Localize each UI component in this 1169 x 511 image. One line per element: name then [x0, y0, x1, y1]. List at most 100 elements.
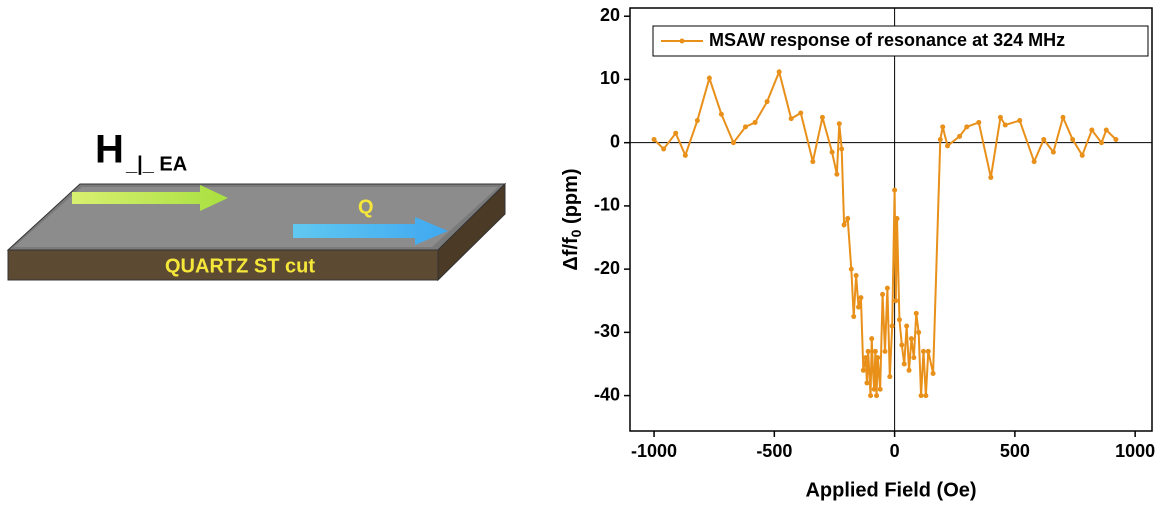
data-point — [841, 222, 847, 228]
data-point — [798, 110, 804, 116]
legend-marker — [679, 38, 685, 44]
data-point — [925, 348, 931, 354]
data-point — [651, 137, 657, 143]
data-point — [1098, 140, 1104, 146]
data-point — [894, 216, 900, 222]
data-point — [930, 370, 936, 376]
data-point — [810, 159, 816, 165]
data-point — [730, 140, 736, 146]
data-point — [682, 152, 688, 158]
data-point — [899, 342, 905, 348]
data-point — [869, 336, 875, 342]
data-point — [908, 336, 914, 342]
data-point — [892, 187, 898, 193]
x-tick-label: 500 — [1000, 441, 1030, 461]
data-point — [877, 386, 883, 392]
data-point — [874, 393, 880, 399]
x-tick-label: -500 — [756, 441, 792, 461]
data-point — [851, 314, 857, 320]
data-point — [834, 171, 840, 177]
y-tick-label: 10 — [600, 68, 620, 88]
data-point — [839, 146, 845, 152]
data-point — [776, 69, 782, 75]
data-point — [788, 116, 794, 122]
data-point — [661, 146, 667, 152]
data-point — [916, 329, 922, 335]
data-point — [918, 393, 924, 399]
data-point — [1017, 118, 1023, 124]
data-point — [901, 361, 907, 367]
data-point — [880, 291, 886, 297]
data-point — [976, 119, 982, 125]
data-point — [829, 149, 835, 155]
data-point — [860, 367, 866, 373]
data-point — [1070, 137, 1076, 143]
data-point — [1089, 127, 1095, 133]
y-axis-label: Δf/f0 (ppm) — [560, 168, 583, 270]
data-point — [920, 348, 926, 354]
data-point — [673, 130, 679, 136]
data-point — [694, 118, 700, 124]
data-point — [836, 121, 842, 127]
data-point — [863, 355, 869, 361]
data-point — [887, 374, 893, 380]
data-point — [870, 367, 876, 373]
data-point — [896, 317, 902, 323]
data-point — [742, 124, 748, 130]
x-tick-label: 1000 — [1115, 441, 1155, 461]
y-tick-label: -40 — [594, 384, 620, 404]
y-tick-label: -10 — [594, 195, 620, 215]
data-point — [872, 348, 878, 354]
x-axis-label: Applied Field (Oe) — [805, 479, 976, 501]
data-point — [1031, 159, 1037, 165]
data-point — [819, 114, 825, 120]
diagram: H _|_ EA Q QUARTZ ST cut — [6, 128, 507, 282]
wave-arrow — [293, 217, 448, 245]
data-point — [893, 298, 899, 304]
legend-box — [652, 25, 1149, 57]
y-axis-label-part: Δf/f — [560, 237, 582, 271]
field-arrow — [72, 185, 228, 211]
data-point — [865, 348, 871, 354]
data-point — [1050, 149, 1056, 155]
data-point — [945, 143, 951, 149]
data-point — [856, 304, 862, 310]
data-point — [988, 174, 994, 180]
data-point — [706, 75, 712, 81]
y-axis-label-part: (ppm) — [560, 168, 582, 229]
y-tick-label: -20 — [594, 258, 620, 278]
data-point — [718, 111, 724, 117]
data-point — [871, 386, 877, 392]
data-point — [940, 124, 946, 130]
plot-frame — [629, 7, 1153, 432]
data-point — [858, 295, 864, 301]
data-point — [864, 380, 870, 386]
substrate-side — [437, 182, 506, 282]
data-point — [764, 99, 770, 105]
y-axis-label-part: 0 — [568, 229, 584, 237]
y-tick-label: 0 — [610, 131, 620, 151]
data-point — [853, 272, 859, 278]
x-tick-label: -1000 — [631, 441, 677, 461]
data-point — [904, 323, 910, 329]
data-point — [848, 266, 854, 272]
data-line — [653, 68, 1117, 396]
data-point — [957, 133, 963, 139]
data-point — [1103, 127, 1109, 133]
y-tick-label: 20 — [600, 5, 620, 25]
data-point — [913, 310, 919, 316]
data-point — [1002, 122, 1008, 128]
data-point — [1113, 137, 1119, 143]
wave-label: Q — [358, 196, 374, 218]
data-point — [884, 285, 890, 291]
data-point — [1079, 152, 1085, 158]
data-point — [906, 367, 912, 373]
field-sub: _|_ EA — [125, 153, 187, 175]
chart: -40 -30 -20 -10 0 10 20 -1000 -500 0 500 1000 Applie… — [560, 5, 1155, 501]
field-label: H — [95, 128, 124, 172]
y-tick-label: -30 — [594, 321, 620, 341]
data-point — [937, 137, 943, 143]
data-point — [1041, 137, 1047, 143]
data-point — [752, 119, 758, 125]
